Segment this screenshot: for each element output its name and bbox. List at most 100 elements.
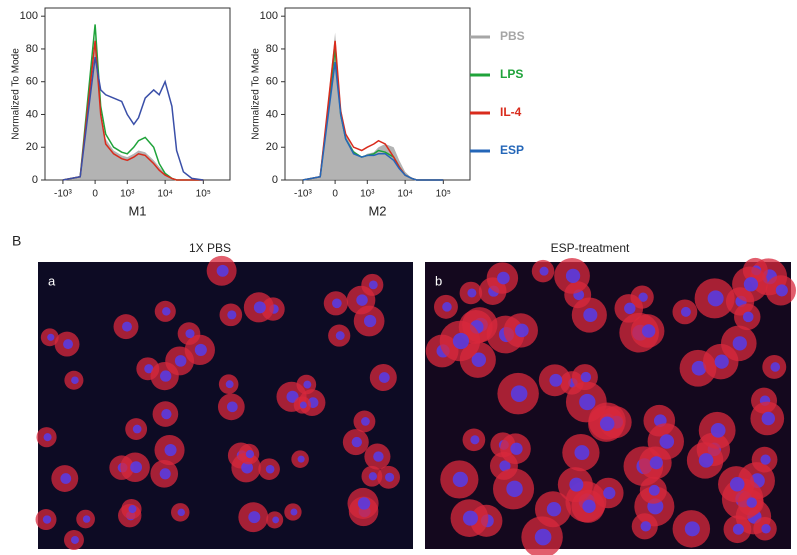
y-tick-label: 40 [266,108,278,120]
nucleus [624,302,636,315]
y-tick-label: 20 [26,141,38,153]
nucleus [245,449,255,459]
nucleus [648,484,660,496]
nucleus [303,380,312,389]
nucleus [641,324,656,338]
nucleus [497,271,510,285]
image-tag: b [435,273,442,288]
nucleus [710,422,726,438]
legend-label: IL-4 [500,105,522,119]
nucleus [71,376,79,385]
area [62,35,204,180]
nucleus [729,476,745,492]
nucleus [732,523,744,535]
nucleus [177,508,185,517]
nucleus [534,528,552,546]
nucleus [159,468,171,480]
nucleus [442,302,452,312]
nucleus [746,497,757,508]
nucleus [565,268,581,283]
nucleus [514,323,529,338]
nucleus [272,516,280,524]
x-tick-label: 0 [92,189,98,200]
x-tick-label: 10³ [360,189,375,200]
x-tick-label: 10⁴ [157,189,172,200]
nucleus [580,371,592,383]
nucleus [43,433,52,442]
nucleus [130,461,143,474]
nucleus [227,310,237,320]
nucleus [599,416,615,432]
nucleus [659,434,675,449]
nucleus [216,264,229,277]
y-tick-label: 80 [266,43,278,55]
x-tick-label: 10⁵ [436,189,451,200]
nucleus [368,472,378,481]
nucleus [707,290,724,307]
nucleus [549,373,563,387]
nucleus [164,444,177,457]
nucleus [732,336,747,351]
nucleus [680,306,691,317]
nucleus [161,408,172,420]
nucleus [760,454,771,465]
nucleus [539,266,549,276]
nucleus [144,364,154,374]
nucleus [361,417,370,426]
nucleus [579,393,596,411]
panel-label: B [12,233,21,249]
nucleus [368,280,378,290]
nucleus [160,370,172,382]
nucleus [640,521,651,532]
image-title: 1X PBS [189,241,231,255]
nucleus [583,307,598,323]
nucleus [225,380,234,389]
nucleus [462,510,478,526]
nucleus [510,442,523,455]
nucleus [470,435,480,445]
nucleus [363,314,377,328]
x-tick-label: -10³ [294,189,312,200]
x-tick-label: 0 [332,189,338,200]
y-tick-label: 60 [266,76,278,88]
nucleus [698,453,714,468]
nucleus [174,355,187,367]
x-axis-label: M2 [368,203,386,218]
nucleus [582,499,596,513]
x-tick-label: 10³ [120,189,135,200]
line [62,56,204,181]
nucleus [42,515,52,524]
nucleus [357,497,371,510]
nucleus [684,521,700,537]
nucleus [714,354,729,369]
y-tick-label: 60 [26,76,38,88]
area [302,32,444,180]
nucleus [128,505,137,514]
y-tick-label: 20 [266,141,278,153]
y-tick-label: 40 [26,108,38,120]
nucleus [770,362,781,372]
legend-label: PBS [500,29,525,43]
y-tick-label: 80 [26,43,38,55]
nucleus [649,456,663,470]
nucleus [332,298,342,309]
nucleus [194,343,207,356]
nucleus [761,411,776,426]
line [302,62,444,181]
legend-label: ESP [500,143,524,157]
nucleus [499,460,511,472]
nucleus [185,329,195,339]
nucleus [265,464,275,474]
x-axis-label: M1 [128,203,146,218]
nucleus [162,307,171,316]
nucleus [603,486,616,500]
image-tag: a [48,273,56,288]
nucleus [510,385,528,402]
nucleus [226,401,238,413]
nucleus [638,292,648,302]
nucleus [290,508,298,516]
nucleus [775,284,788,297]
nucleus [60,473,72,484]
nucleus [351,436,363,448]
nucleus [241,461,253,474]
